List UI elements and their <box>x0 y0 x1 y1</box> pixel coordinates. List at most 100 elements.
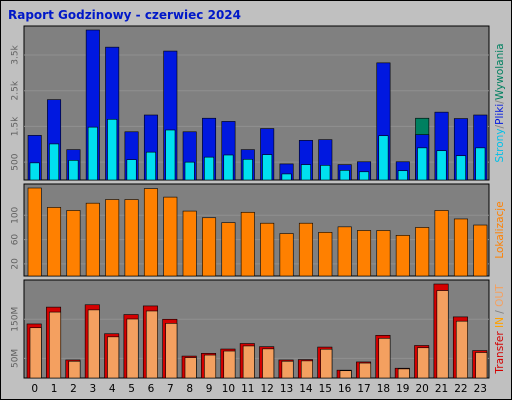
transfer-out-bar <box>29 327 42 379</box>
pages-bar <box>68 160 79 181</box>
axis-label-part: Strony <box>494 128 506 162</box>
transfer-out-bar <box>262 348 275 379</box>
hour-label: 16 <box>338 383 352 395</box>
hour-axis: 0 1 2 3 4 5 6 7 8 9 10 11 12 13 14 15 16 17 18 19 20 21 22 23 <box>31 383 487 395</box>
axis-label-part: / <box>494 100 506 104</box>
transfer-out-bar <box>359 362 372 379</box>
pages-bar <box>223 154 234 181</box>
visits-bar <box>66 210 81 277</box>
transfer-out-bar <box>223 350 236 379</box>
pages-bar <box>417 147 428 181</box>
transfer-panel: 50M 150M Transfer IN / OUT <box>11 279 506 379</box>
pages-bar <box>29 162 40 181</box>
visits-bar <box>47 207 62 277</box>
y-tick-label: 1.5k <box>11 116 21 136</box>
pages-bar <box>339 170 350 181</box>
visits-bar <box>453 218 468 277</box>
visits-bar <box>27 187 42 277</box>
hour-label: 21 <box>435 383 448 395</box>
axis-label-part: OUT <box>494 284 506 307</box>
hour-label: 20 <box>416 383 429 395</box>
visits-bar <box>357 230 372 277</box>
transfer-out-bar <box>378 337 391 379</box>
y-tick-label: 60 <box>11 234 21 246</box>
visits-bar <box>202 217 217 277</box>
hour-label: 22 <box>454 383 467 395</box>
hour-label: 7 <box>167 383 174 395</box>
hour-label: 19 <box>396 383 409 395</box>
y-tick-label: 3.5k <box>11 44 21 64</box>
hour-label: 13 <box>280 383 293 395</box>
visits-bar <box>318 232 333 277</box>
panel-background <box>23 183 490 277</box>
hour-label: 2 <box>70 383 77 395</box>
pages-bar <box>359 171 370 181</box>
hour-label: 10 <box>222 383 235 395</box>
visits-bar <box>105 199 120 277</box>
visits-bar <box>143 188 158 277</box>
y-tick-label: 100 <box>11 206 21 223</box>
transfer-out-bar <box>49 311 62 379</box>
pages-bar <box>262 154 273 181</box>
transfer-out-bar <box>397 368 410 379</box>
pages-bar <box>475 147 486 181</box>
hour-label: 1 <box>51 383 58 395</box>
axis-label-part: Transfer <box>494 331 506 375</box>
series-axis-label: Lokalizacje <box>494 201 506 258</box>
axis-label-part: Pliki <box>494 104 506 125</box>
visits-bar <box>124 199 139 277</box>
pages-bar <box>184 161 195 181</box>
pages-bar <box>87 126 98 181</box>
transfer-out-bar <box>145 310 158 379</box>
axis-label-part: IN <box>494 317 506 328</box>
y-tick-label: 2.5k <box>11 80 21 100</box>
hour-label: 18 <box>377 383 390 395</box>
hour-label: 15 <box>319 383 332 395</box>
hour-label: 6 <box>148 383 155 395</box>
visits-bar <box>473 224 488 277</box>
pages-bar <box>49 143 60 181</box>
visits-bar <box>337 226 352 277</box>
transfer-out-bar <box>87 309 100 379</box>
transfer-out-bar <box>165 323 178 379</box>
hour-label: 3 <box>89 383 96 395</box>
pages-bar <box>126 159 137 181</box>
transfer-out-bar <box>300 360 313 379</box>
panel-background <box>23 25 490 181</box>
pages-bar <box>242 158 253 181</box>
visits-bar <box>298 222 313 277</box>
hour-label: 9 <box>206 383 213 395</box>
hour-label: 5 <box>128 383 135 395</box>
visits-bar <box>415 227 430 277</box>
transfer-out-bar <box>320 348 333 379</box>
series-axis-label: Transfer IN / OUT <box>494 284 506 375</box>
transfer-out-bar <box>455 320 468 379</box>
axis-label-part: Lokalizacje <box>494 201 506 258</box>
visits-bar <box>240 211 255 277</box>
y-tick-label: 500 <box>11 153 21 170</box>
pages-bar <box>455 155 466 181</box>
transfer-out-bar <box>281 360 294 379</box>
y-tick-label: 20 <box>11 258 21 270</box>
hour-label: 8 <box>186 383 193 395</box>
visits-bar <box>434 210 449 277</box>
visits-panel: 20 60 100 Lokalizacje <box>11 183 506 277</box>
hour-label: 23 <box>474 383 487 395</box>
pages-bar <box>397 170 408 181</box>
visits-bar <box>85 202 100 277</box>
pages-bar <box>281 173 292 181</box>
axis-label-part: Wywolania <box>494 43 506 100</box>
axis-label-part: / <box>494 124 506 128</box>
transfer-out-bar <box>204 354 217 379</box>
pages-bar <box>320 165 331 181</box>
hour-label: 0 <box>31 383 38 395</box>
pages-bar <box>378 135 389 181</box>
hour-label: 11 <box>241 383 254 395</box>
visits-bar <box>260 222 275 277</box>
transfer-out-bar <box>107 336 120 379</box>
y-tick-label: 150M <box>11 307 21 332</box>
transfer-out-bar <box>242 345 255 379</box>
hour-label: 17 <box>357 383 370 395</box>
